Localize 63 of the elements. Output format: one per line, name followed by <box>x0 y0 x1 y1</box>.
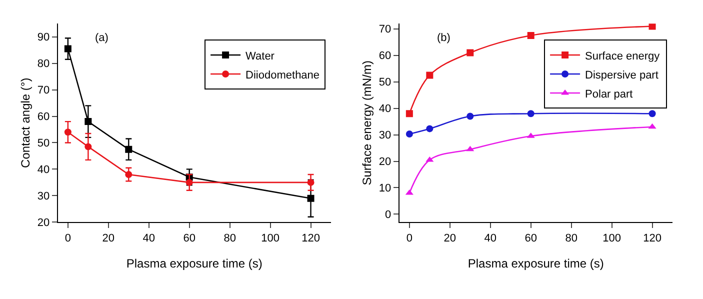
point <box>84 118 92 126</box>
x-tick-label: 100 <box>602 232 621 244</box>
point <box>426 125 434 132</box>
legend-label: Dispersive part <box>585 69 658 82</box>
x-tick-label: 20 <box>102 232 115 244</box>
x-tick-label: 40 <box>142 232 156 244</box>
point <box>64 45 72 52</box>
y-tick-label: 20 <box>37 217 50 230</box>
point <box>406 110 413 118</box>
point <box>527 110 534 118</box>
x-tick-label: 120 <box>643 232 662 244</box>
x-tick-label: 0 <box>406 232 412 244</box>
legend-label: Polar part <box>585 88 633 100</box>
y-tick-label: 20 <box>378 156 392 168</box>
point <box>466 112 474 120</box>
point <box>648 24 656 30</box>
x-tick-label: 120 <box>302 232 320 244</box>
point <box>426 72 434 79</box>
x-axis-title: Plasma exposure time (s) <box>126 256 262 270</box>
x-tick-label: 60 <box>524 232 537 244</box>
point <box>648 123 656 129</box>
point <box>648 110 656 118</box>
y-tick-label: 50 <box>37 138 50 150</box>
point <box>64 128 72 136</box>
point <box>307 194 314 202</box>
point <box>125 146 132 153</box>
y-tick-label: 90 <box>37 32 50 44</box>
point <box>466 146 474 152</box>
annotation: (b) <box>437 32 450 44</box>
x-tick-label: 40 <box>484 232 497 244</box>
x-tick-label: 80 <box>224 232 236 244</box>
y-tick-label: 10 <box>378 182 392 195</box>
point <box>186 178 193 186</box>
y-tick-label: 30 <box>378 130 392 142</box>
y-tick-label: 30 <box>37 190 50 203</box>
y-tick-label: 40 <box>378 103 392 116</box>
point <box>307 178 314 186</box>
x-tick-label: 80 <box>565 232 578 244</box>
point <box>125 171 132 178</box>
y-tick-label: 50 <box>378 76 392 89</box>
y-tick-label: 0 <box>384 209 392 222</box>
x-axis-title: Plasma exposure time (s) <box>468 256 604 270</box>
point <box>84 143 92 150</box>
y-axis-title: Surface energy (mN/m) <box>360 60 374 186</box>
y-tick-label: 60 <box>378 50 392 62</box>
legend-label: Diiodomethane <box>246 69 320 82</box>
point <box>406 130 413 138</box>
x-tick-label: 20 <box>444 232 456 244</box>
y-tick-label: 60 <box>37 111 50 124</box>
x-tick-label: 0 <box>64 232 71 244</box>
legend-label: Water <box>246 50 275 62</box>
x-tick-label: 100 <box>261 232 280 244</box>
annotation: (a) <box>95 32 108 44</box>
y-tick-label: 70 <box>378 24 392 36</box>
y-tick-label: 70 <box>37 84 50 97</box>
y-tick-label: 80 <box>37 58 50 70</box>
point <box>426 156 434 162</box>
y-axis-title: Contact angle (°) <box>18 78 33 168</box>
point <box>466 49 474 56</box>
point <box>527 32 534 40</box>
legend-label: Surface energy <box>585 50 660 62</box>
x-tick-label: 60 <box>183 232 196 244</box>
y-tick-label: 40 <box>37 164 50 176</box>
